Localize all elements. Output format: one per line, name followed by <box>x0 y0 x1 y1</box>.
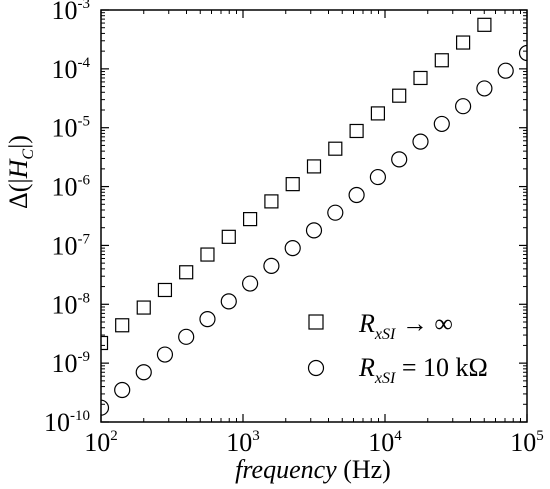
circle-marker <box>156 346 174 363</box>
legend-item-series-0: RxSI → ∞ <box>308 309 453 343</box>
plot-frame <box>100 9 528 423</box>
x-tick-label: 104 <box>368 428 402 457</box>
legend-item-series-1: RxSI = 10 kΩ <box>307 353 488 387</box>
x-tick-label: 102 <box>84 428 118 457</box>
circle-marker <box>284 240 301 257</box>
square-marker <box>179 265 194 280</box>
y-axis-title: Δ(|HC|) <box>4 135 37 209</box>
square-marker <box>285 177 300 192</box>
legend-circle-marker <box>307 359 325 377</box>
square-marker <box>477 17 492 32</box>
y-tick-label: 10-7 <box>52 231 91 260</box>
y-tick-label: 10-8 <box>52 290 91 319</box>
circle-marker <box>101 399 110 416</box>
legend: RxSI → ∞ RxSI = 10 kΩ <box>307 309 488 387</box>
circle-marker <box>241 275 259 292</box>
circle-marker <box>114 381 131 399</box>
square-marker <box>264 194 279 209</box>
y-tick-label: 10-10 <box>44 408 90 437</box>
axes <box>100 9 528 423</box>
circle-marker <box>369 168 387 186</box>
circle-marker <box>518 44 527 62</box>
circle-marker <box>348 186 365 204</box>
circle-marker <box>199 311 216 328</box>
square-marker <box>392 88 407 103</box>
ticks: 102 103 104 105 10-10 10-9 10-8 10-7 10-6 10-5 10-… <box>44 0 544 457</box>
square-marker <box>413 70 428 86</box>
circle-marker <box>263 257 280 274</box>
circle-marker <box>327 204 344 221</box>
circle-marker <box>178 328 195 345</box>
legend-square-marker <box>308 314 324 330</box>
square-marker <box>370 106 386 121</box>
circle-marker <box>391 151 408 168</box>
legend-label-series-1: RxSI = 10 kΩ <box>358 353 488 387</box>
circle-marker <box>476 80 493 97</box>
x-axis-title: frequency (Hz) <box>235 455 391 484</box>
circle-marker <box>412 133 429 150</box>
y-tick-label: 10-4 <box>52 55 91 84</box>
data-markers <box>101 17 527 416</box>
circle-marker <box>135 364 152 381</box>
square-marker <box>349 123 364 139</box>
circle-marker <box>454 98 472 115</box>
square-marker <box>455 35 471 50</box>
square-marker <box>242 212 258 227</box>
square-marker <box>221 229 236 244</box>
circle-marker <box>220 293 237 310</box>
square-marker <box>328 141 343 156</box>
square-marker <box>115 318 130 333</box>
y-tick-label: 10-5 <box>52 114 91 143</box>
x-tick-label: 103 <box>226 428 260 457</box>
circle-marker <box>305 222 323 239</box>
y-tick-label: 10-9 <box>52 349 91 378</box>
circle-marker <box>497 62 514 79</box>
square-marker <box>200 247 215 262</box>
circle-marker <box>433 115 450 133</box>
square-marker <box>136 300 151 315</box>
square-marker <box>306 159 322 174</box>
y-tick-label: 10-6 <box>52 173 91 202</box>
x-tick-label: 105 <box>510 428 544 457</box>
legend-label-series-0: RxSI → ∞ <box>358 309 453 343</box>
square-marker <box>434 53 449 68</box>
y-tick-label: 10-3 <box>52 0 91 25</box>
square-marker <box>101 335 109 351</box>
square-marker <box>157 282 173 298</box>
